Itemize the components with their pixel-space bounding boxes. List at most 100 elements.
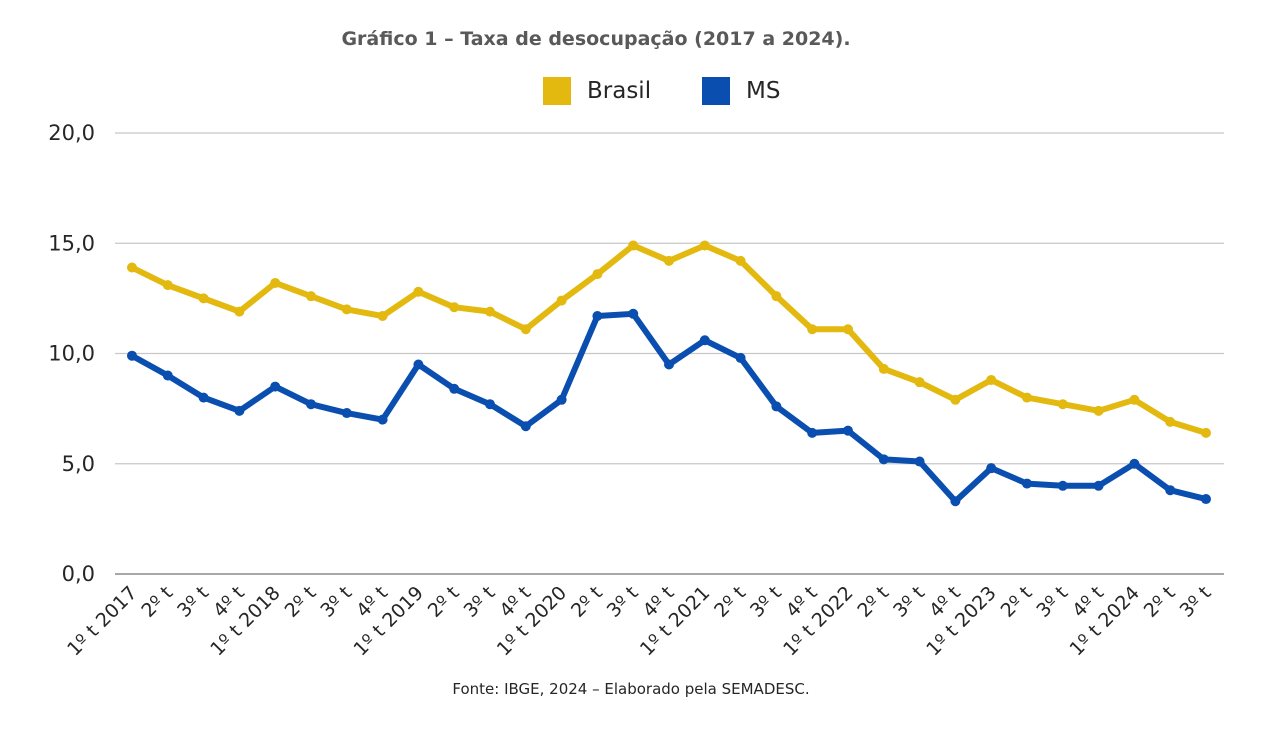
legend-item-ms[interactable]: MS <box>702 74 780 108</box>
x-tick-label: 2º t <box>1140 582 1180 622</box>
x-tick-label: 1º t 2021 <box>636 582 714 660</box>
data-point-brasil[interactable] <box>628 240 639 251</box>
data-point-brasil[interactable] <box>341 304 352 315</box>
data-point-ms[interactable] <box>592 311 603 322</box>
data-point-ms[interactable] <box>1057 480 1068 491</box>
x-tick-label: 1º t 2022 <box>779 582 857 660</box>
data-point-ms[interactable] <box>807 427 818 438</box>
legend-item-brasil[interactable]: Brasil <box>543 74 651 108</box>
data-point-brasil[interactable] <box>1057 399 1068 410</box>
data-point-brasil[interactable] <box>234 306 245 317</box>
data-point-ms[interactable] <box>127 350 137 361</box>
x-tick-label: 1º t 2020 <box>493 582 571 660</box>
data-point-brasil[interactable] <box>914 377 925 388</box>
y-tick-label: 15,0 <box>48 231 95 255</box>
data-point-ms[interactable] <box>1201 494 1211 505</box>
data-point-ms[interactable] <box>413 359 424 370</box>
data-point-ms[interactable] <box>986 463 997 474</box>
data-point-brasil[interactable] <box>162 280 173 291</box>
x-tick-label: 1º t 2018 <box>206 582 284 660</box>
x-tick-label: 3º t <box>603 582 643 622</box>
data-point-brasil[interactable] <box>556 295 567 306</box>
data-point-brasil[interactable] <box>878 363 889 374</box>
x-tick-label: 3º t <box>316 582 356 622</box>
series-brasil <box>127 240 1211 438</box>
chart-title: Gráfico 1 – Taxa de desocupação (2017 a … <box>341 28 851 50</box>
data-point-ms[interactable] <box>843 425 853 436</box>
data-point-brasil[interactable] <box>449 302 460 313</box>
x-tick-label: 2º t <box>997 582 1037 622</box>
data-point-ms[interactable] <box>771 401 782 412</box>
data-point-brasil[interactable] <box>1129 394 1140 405</box>
data-point-brasil[interactable] <box>270 277 281 288</box>
data-point-ms[interactable] <box>1165 485 1176 496</box>
data-point-ms[interactable] <box>878 454 889 465</box>
y-tick-label: 0,0 <box>62 562 95 586</box>
legend-label-brasil: Brasil <box>587 78 652 104</box>
data-point-brasil[interactable] <box>485 306 495 317</box>
data-point-ms[interactable] <box>556 394 567 405</box>
data-point-brasil[interactable] <box>377 311 388 322</box>
data-point-ms[interactable] <box>377 414 388 425</box>
data-point-brasil[interactable] <box>950 394 961 405</box>
data-point-brasil[interactable] <box>843 324 853 335</box>
data-point-ms[interactable] <box>914 456 925 467</box>
data-point-ms[interactable] <box>198 392 209 403</box>
x-tick-label: 1º t 2024 <box>1065 582 1143 660</box>
data-point-ms[interactable] <box>270 381 281 392</box>
data-point-brasil[interactable] <box>1201 427 1211 438</box>
x-tick-label: 1º t 2023 <box>922 582 1000 660</box>
data-point-brasil[interactable] <box>986 374 997 385</box>
data-point-ms[interactable] <box>628 308 639 319</box>
data-point-ms[interactable] <box>520 421 531 432</box>
x-tick-label: 3º t <box>746 582 786 622</box>
x-tick-label: 2º t <box>137 582 177 622</box>
data-point-brasil[interactable] <box>771 291 782 302</box>
x-tick-label: 3º t <box>1176 582 1216 622</box>
data-point-brasil[interactable] <box>1093 405 1104 416</box>
x-tick-label: 2º t <box>853 582 893 622</box>
data-point-ms[interactable] <box>306 399 316 410</box>
x-tick-label: 3º t <box>173 582 213 622</box>
data-point-ms[interactable] <box>162 370 173 381</box>
series-line-ms <box>129 310 1209 505</box>
data-point-brasil[interactable] <box>664 255 674 266</box>
data-point-ms[interactable] <box>664 359 674 370</box>
y-tick-label: 20,0 <box>48 121 95 145</box>
data-point-ms[interactable] <box>1093 480 1104 491</box>
x-tick-label: 3º t <box>1032 582 1072 622</box>
data-point-ms[interactable] <box>735 352 746 363</box>
x-tick-label: 1º t 2017 <box>63 582 141 660</box>
x-tick-label: 2º t <box>424 582 464 622</box>
data-point-brasil[interactable] <box>306 291 316 302</box>
data-point-ms[interactable] <box>950 496 961 507</box>
data-point-brasil[interactable] <box>699 240 710 251</box>
data-point-ms[interactable] <box>449 383 460 394</box>
data-point-ms[interactable] <box>234 405 245 416</box>
grid-lines <box>115 132 1224 575</box>
data-point-brasil[interactable] <box>807 324 818 335</box>
data-point-ms[interactable] <box>699 335 710 346</box>
x-tick-label: 2º t <box>281 582 321 622</box>
x-tick-label: 2º t <box>710 582 750 622</box>
data-point-brasil[interactable] <box>735 255 746 266</box>
series-line-brasil <box>129 242 1209 436</box>
data-point-brasil[interactable] <box>1022 392 1032 403</box>
data-point-brasil[interactable] <box>127 262 137 273</box>
data-point-brasil[interactable] <box>198 293 209 304</box>
data-point-brasil[interactable] <box>413 286 424 297</box>
data-point-brasil[interactable] <box>592 269 603 280</box>
data-point-ms[interactable] <box>341 408 352 419</box>
data-point-ms[interactable] <box>1022 478 1032 489</box>
legend-swatch-brasil <box>543 77 571 105</box>
x-tick-label: 3º t <box>889 582 929 622</box>
data-point-brasil[interactable] <box>1165 416 1176 427</box>
data-point-ms[interactable] <box>1129 458 1140 469</box>
x-tick-label: 3º t <box>460 582 500 622</box>
legend: Brasil MS <box>0 74 1266 108</box>
data-point-ms[interactable] <box>485 399 495 410</box>
legend-label-ms: MS <box>746 78 781 104</box>
data-point-brasil[interactable] <box>520 324 531 335</box>
x-tick-label: 1º t 2019 <box>349 582 427 660</box>
